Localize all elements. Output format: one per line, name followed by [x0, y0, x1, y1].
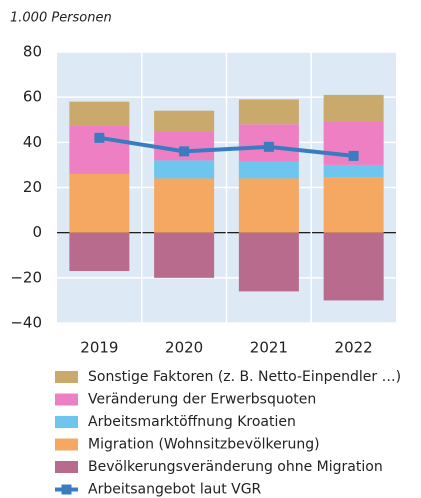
legend-swatch	[61, 484, 72, 495]
x-tick-label: 2021	[250, 339, 288, 357]
bar-segment	[69, 232, 130, 272]
legend-label: Migration (Wohnsitzbevölkerung)	[88, 437, 320, 453]
bar-segment	[69, 173, 130, 233]
bar-segment	[69, 101, 130, 126]
legend-label: Arbeitsmarktöffnung Kroatien	[88, 414, 296, 430]
unit-label: 1.000 Personen	[10, 11, 112, 26]
bar-segment	[238, 161, 299, 179]
legend-label: Arbeitsangebot laut VGR	[88, 482, 262, 498]
y-tick-label: −20	[10, 268, 42, 286]
x-tick-label: 2022	[335, 339, 373, 357]
bar-segment	[154, 160, 215, 179]
legend-label: Veränderung der Erwerbsquoten	[88, 392, 316, 408]
bar-segment	[323, 164, 384, 178]
legend-label: Sonstige Faktoren (z. B. Netto-Einpendle…	[88, 369, 401, 385]
legend-swatch	[55, 371, 78, 383]
legend-swatch	[55, 416, 78, 428]
legend-swatch	[55, 393, 78, 406]
y-tick-label: 0	[32, 223, 42, 241]
y-tick-label: 40	[23, 133, 42, 151]
bar-segment	[154, 178, 215, 233]
x-tick-label: 2019	[80, 339, 118, 357]
bar-segment	[323, 94, 384, 123]
x-tick-label: 2020	[165, 339, 203, 357]
y-tick-label: 20	[23, 178, 42, 196]
bar-segment	[238, 232, 299, 292]
line-marker	[94, 132, 105, 143]
line-marker	[263, 141, 274, 152]
bar-segment	[238, 178, 299, 233]
bar-segment	[323, 232, 384, 301]
line-marker	[348, 150, 359, 161]
line	[99, 135, 354, 158]
legend-swatch	[55, 461, 78, 473]
bar-segment	[69, 125, 130, 174]
y-tick-label: −40	[10, 314, 42, 332]
legend-swatch	[55, 438, 78, 451]
legend-label: Bevölkerungsveränderung ohne Migration	[88, 459, 383, 475]
y-tick-label: 60	[23, 88, 42, 106]
bar-segment	[323, 177, 384, 233]
line-marker	[179, 146, 190, 157]
y-tick-label: 80	[23, 43, 42, 61]
bar-segment	[238, 99, 299, 125]
bar-segment	[154, 110, 215, 132]
bar-segment	[154, 232, 215, 278]
